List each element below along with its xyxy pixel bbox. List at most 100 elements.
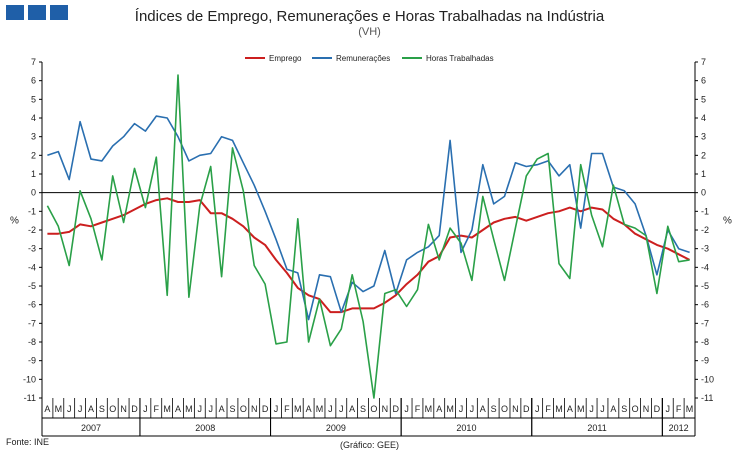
series-line-emprego [47, 197, 691, 314]
x-tick-label: M [55, 404, 63, 414]
legend-label: Horas Trabalhadas [426, 54, 494, 63]
y-tick-label-right: 7 [701, 57, 706, 67]
source-note: Fonte: INE [6, 437, 50, 447]
x-tick-label: D [262, 404, 269, 414]
chart-subtitle: (VH) [358, 26, 381, 38]
x-tick-label: M [577, 404, 585, 414]
series-line-horas-trabalhadas [46, 74, 690, 399]
y-tick-label-right: -1 [701, 206, 709, 216]
x-tick-label: F [284, 404, 290, 414]
x-tick-label: J [67, 404, 72, 414]
y-tick-label-left: 7 [31, 57, 36, 67]
y-tick-label-right: 0 [701, 188, 706, 198]
y-tick-label-right: 5 [701, 94, 706, 104]
y-tick-label-left: 3 [31, 132, 36, 142]
brand-logo [6, 5, 68, 20]
logo-block [50, 5, 68, 20]
y-tick-label-left: 5 [31, 94, 36, 104]
x-tick-label: A [480, 404, 486, 414]
y-tick-label-right: -6 [701, 300, 709, 310]
x-tick-label: A [306, 404, 312, 414]
x-tick-label: M [686, 404, 694, 414]
x-tick-label: O [240, 404, 247, 414]
x-tick-label: J [328, 404, 333, 414]
x-tick-label: M [555, 404, 563, 414]
y-tick-label-left: -5 [28, 281, 36, 291]
x-tick-label: J [274, 404, 279, 414]
y-tick-label-right: -4 [701, 262, 709, 272]
y-tick-label-left: 4 [31, 113, 36, 123]
y-tick-label-right: -10 [701, 374, 714, 384]
y-tick-label-right: 1 [701, 169, 706, 179]
x-tick-label: F [676, 404, 682, 414]
chart-title: Índices de Emprego, Remunerações e Horas… [134, 8, 605, 25]
x-tick-label: S [491, 404, 497, 414]
x-tick-label: N [643, 404, 650, 414]
x-tick-label: F [415, 404, 421, 414]
y-tick-label-left: -7 [28, 318, 36, 328]
x-tick-label: O [109, 404, 116, 414]
y-tick-label-right: -9 [701, 356, 709, 366]
x-tick-label: A [219, 404, 225, 414]
x-tick-label: J [143, 404, 148, 414]
y-tick-label-right: -2 [701, 225, 709, 235]
x-tick-label: D [392, 404, 399, 414]
x-tick-label: J [198, 404, 203, 414]
x-tick-label: J [404, 404, 409, 414]
x-tick-label: N [382, 404, 389, 414]
x-tick-label: J [589, 404, 594, 414]
y-tick-label-left: -2 [28, 225, 36, 235]
x-tick-label: J [600, 404, 605, 414]
x-tick-label: S [621, 404, 627, 414]
y-tick-label-left: 6 [31, 76, 36, 86]
x-tick-label: F [154, 404, 160, 414]
y-tick-label-right: -5 [701, 281, 709, 291]
legend-label: Emprego [269, 54, 302, 63]
x-tick-label: N [251, 404, 258, 414]
y-tick-label-right: -3 [701, 244, 709, 254]
x-tick-label: M [185, 404, 193, 414]
x-tick-label: J [535, 404, 540, 414]
year-label: 2008 [195, 423, 215, 433]
y-tick-label-left: -6 [28, 300, 36, 310]
x-tick-label: J [339, 404, 344, 414]
year-label: 2007 [81, 423, 101, 433]
y-axis-label-right: % [723, 216, 732, 227]
credit-note: (Gráfico: GEE) [339, 440, 399, 450]
x-tick-label: A [349, 404, 355, 414]
y-tick-label-left: 0 [31, 188, 36, 198]
x-tick-label: M [163, 404, 171, 414]
y-tick-label-left: -1 [28, 206, 36, 216]
x-tick-label: A [610, 404, 616, 414]
x-tick-label: O [632, 404, 639, 414]
x-tick-label: J [78, 404, 83, 414]
y-tick-label-left: -9 [28, 356, 36, 366]
legend-label: Remunerações [336, 54, 390, 63]
x-tick-label: J [666, 404, 671, 414]
x-tick-label: A [436, 404, 442, 414]
x-tick-label: J [470, 404, 475, 414]
x-tick-label: D [131, 404, 138, 414]
x-tick-label: A [175, 404, 181, 414]
year-label: 2011 [587, 423, 606, 433]
x-tick-label: O [370, 404, 377, 414]
logo-block [28, 5, 46, 20]
x-tick-label: S [99, 404, 105, 414]
x-tick-label: O [501, 404, 508, 414]
x-tick-label: M [425, 404, 433, 414]
y-tick-label-left: -11 [24, 393, 36, 403]
x-tick-label: A [567, 404, 573, 414]
year-label: 2010 [456, 423, 476, 433]
x-tick-label: M [316, 404, 324, 414]
x-tick-label: M [446, 404, 454, 414]
y-tick-label-right: 3 [701, 132, 706, 142]
y-tick-label-left: -4 [28, 262, 36, 272]
y-tick-label-right: 4 [701, 113, 706, 123]
y-tick-label-right: -7 [701, 318, 709, 328]
x-tick-label: N [120, 404, 127, 414]
x-tick-label: S [229, 404, 235, 414]
x-tick-label: J [459, 404, 464, 414]
year-label: 2012 [669, 423, 689, 433]
x-tick-label: S [360, 404, 366, 414]
